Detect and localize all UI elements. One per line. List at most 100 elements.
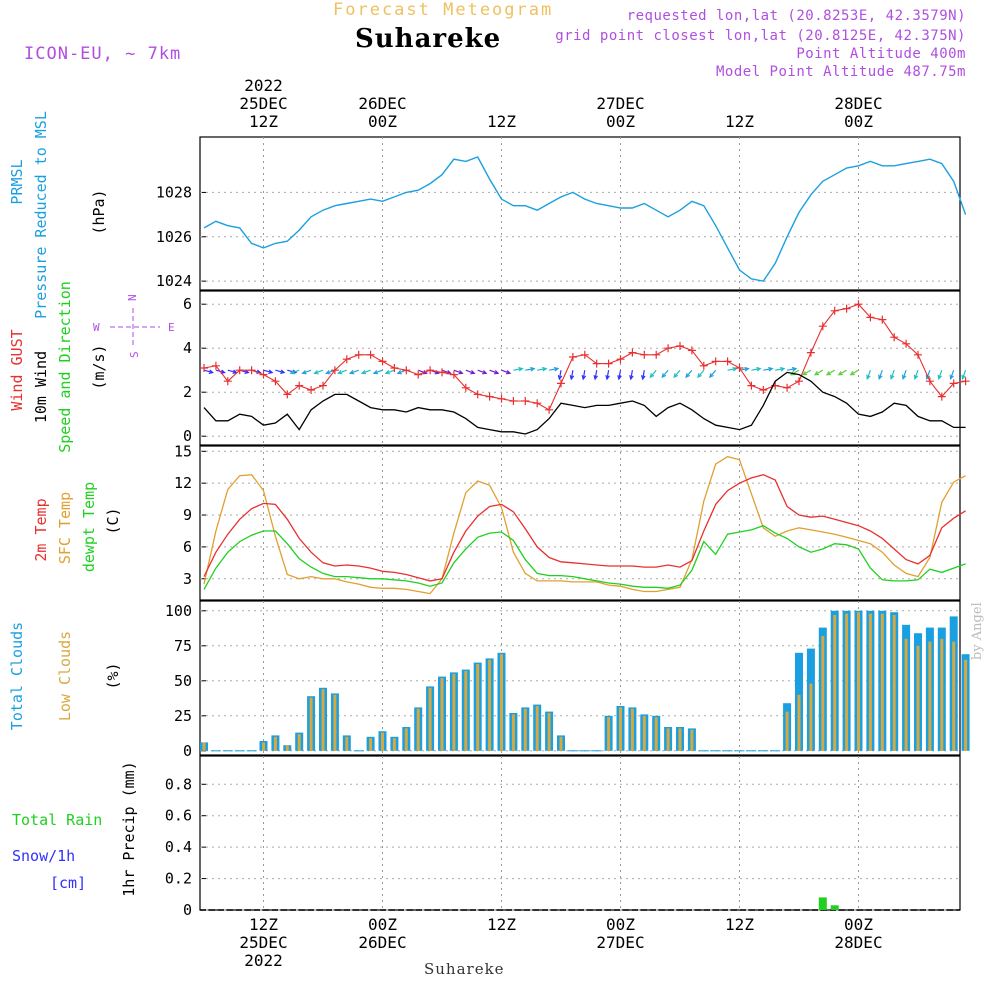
wind-arrow bbox=[525, 368, 535, 371]
wind-arrow bbox=[548, 368, 559, 371]
wind-arrow bbox=[950, 369, 955, 379]
wind-speed-dir-label: Speed and Direction bbox=[56, 281, 74, 453]
wind-gust-marker bbox=[426, 366, 435, 375]
wind-gust-marker bbox=[890, 333, 899, 342]
wind-arrow bbox=[203, 369, 213, 374]
wind-gust-marker bbox=[414, 370, 423, 379]
low-cloud-bar bbox=[916, 645, 920, 751]
wind-gust-marker bbox=[402, 366, 411, 375]
wind-gust-marker bbox=[902, 339, 911, 348]
wind-gust-marker bbox=[378, 357, 387, 366]
y-tick-label: 1028 bbox=[156, 183, 192, 201]
wind-arrow bbox=[661, 369, 669, 378]
total-rain-label: Total Rain bbox=[12, 811, 102, 829]
wind-arrow-head bbox=[518, 366, 524, 372]
wind-arrow bbox=[890, 369, 895, 379]
wind-arrow bbox=[630, 370, 633, 380]
wind-arrow bbox=[618, 370, 622, 380]
low-cloud-bar bbox=[392, 738, 396, 751]
wind-arrow bbox=[850, 369, 859, 376]
wind-arrow bbox=[961, 369, 967, 379]
wind-gust-label: Wind GUST bbox=[8, 329, 26, 410]
low-cloud-bar bbox=[262, 742, 265, 751]
wind-gust-marker bbox=[223, 377, 232, 386]
wind-gust-marker bbox=[676, 342, 684, 350]
wind-gust-marker bbox=[319, 381, 327, 390]
wind-gust-marker bbox=[259, 370, 268, 379]
y-tick-label: 15 bbox=[174, 442, 192, 460]
wind-arrow bbox=[513, 368, 523, 371]
y-tick-label: 3 bbox=[183, 570, 192, 588]
time-label-bottom: 27DEC bbox=[596, 933, 644, 952]
wind-gust-marker bbox=[818, 322, 827, 331]
low-cloud-bar bbox=[642, 715, 646, 751]
wind-arrow-head bbox=[780, 366, 786, 372]
wind-gust-marker bbox=[723, 357, 732, 366]
low-cloud-bar bbox=[809, 683, 813, 751]
wind-arrow-head bbox=[813, 370, 820, 376]
wind-gust-marker bbox=[580, 350, 589, 359]
wind-arrow-head bbox=[866, 374, 871, 380]
sfc-temp-line bbox=[203, 455, 966, 595]
time-label-bottom: 25DEC bbox=[239, 933, 287, 952]
wind-gust-marker bbox=[640, 350, 649, 359]
wind-arrow-head bbox=[337, 369, 343, 375]
wind-arrow bbox=[501, 369, 511, 374]
rain-bar bbox=[818, 897, 827, 910]
wind-arrow-head bbox=[878, 374, 883, 380]
wind-arrow bbox=[263, 369, 273, 374]
temp-2m-label: 2m Temp bbox=[32, 498, 50, 561]
chart-subtitle: Forecast Meteogram bbox=[333, 0, 554, 20]
wind-gust-marker bbox=[914, 350, 922, 359]
low-cloud-bar bbox=[464, 671, 468, 751]
wind-arrow bbox=[866, 369, 871, 379]
panel-frame bbox=[199, 600, 961, 756]
time-label-top: 2022 bbox=[244, 76, 283, 95]
low-cloud-bar bbox=[666, 728, 670, 751]
low-cloud-bar bbox=[369, 738, 373, 751]
wind-arrow-head bbox=[629, 375, 634, 381]
wind-arrow bbox=[582, 370, 586, 380]
pressure-label-msl: Pressure Reduced to MSL bbox=[32, 111, 50, 319]
panel-frame bbox=[199, 290, 961, 446]
wind-arrow bbox=[697, 369, 705, 378]
time-label-top: 00Z bbox=[368, 112, 397, 131]
wind-gust-marker bbox=[461, 383, 470, 392]
wind-gust-marker bbox=[925, 377, 934, 386]
low-cloud-bar bbox=[535, 706, 539, 751]
time-label-bottom: 12Z bbox=[487, 915, 516, 934]
time-label-top: 12Z bbox=[487, 112, 516, 131]
low-cloud-bar bbox=[845, 613, 849, 751]
wind-arrow bbox=[838, 369, 847, 376]
wind-arrow bbox=[606, 370, 610, 380]
low-cloud-bar bbox=[333, 694, 337, 751]
compass-n: N bbox=[126, 294, 139, 301]
wind-gust-marker bbox=[854, 300, 863, 309]
low-cloud-bar bbox=[285, 745, 289, 751]
panel-frame bbox=[199, 755, 961, 911]
y-tick-label: 6 bbox=[183, 538, 192, 556]
low-cloud-bar bbox=[523, 708, 527, 751]
wind-gust-marker bbox=[783, 383, 792, 392]
low-cloud-bar bbox=[630, 708, 634, 751]
wind-arrow bbox=[302, 369, 312, 374]
y-tick-label: 4 bbox=[183, 339, 192, 357]
wind-arrow bbox=[727, 368, 737, 371]
wind-arrow bbox=[361, 369, 371, 374]
wind-arrow bbox=[417, 369, 427, 374]
low-cloud-bar bbox=[404, 728, 408, 751]
wind-arrow bbox=[938, 369, 943, 379]
low-cloud-bar bbox=[488, 659, 492, 751]
wind-gust-marker bbox=[366, 350, 375, 359]
wind-arrow-head bbox=[313, 369, 319, 375]
y-tick-label: 1026 bbox=[156, 228, 192, 246]
wind-gust-marker bbox=[937, 392, 946, 401]
wind-gust-marker bbox=[616, 355, 625, 364]
low-cloud-bar bbox=[940, 638, 944, 751]
low-cloud-bar bbox=[297, 734, 301, 751]
wind-arrow bbox=[477, 369, 487, 374]
wind-arrow-head bbox=[791, 366, 798, 372]
wind-arrow bbox=[314, 369, 324, 374]
panel-frame bbox=[199, 445, 961, 601]
precip-unit-label: 1hr Precip (mm) bbox=[120, 761, 138, 896]
